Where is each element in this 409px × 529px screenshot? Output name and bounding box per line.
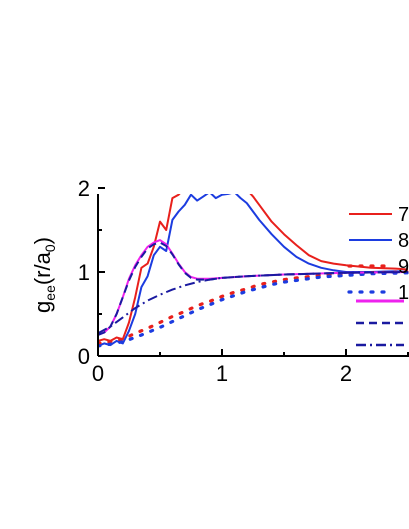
series-line-4 [98,271,409,348]
series-line-2 [98,194,409,347]
y-tick-label: 2 [78,176,90,201]
legend-label: 1 [398,282,409,304]
legend-label: 9 [398,256,409,278]
x-tick-label: 2 [340,361,352,386]
legend-layer: 7 8 9 1 [347,204,409,347]
series-line-7 [98,271,409,335]
series-layer [98,194,409,348]
axes-layer [97,194,409,357]
series-line-1 [98,194,409,342]
y-tick-label: 0 [78,344,90,369]
y-axis-label: gee(r/a0) [30,237,58,313]
legend-label: 7 [398,204,409,226]
x-tick-label: 0 [92,361,104,386]
ticks-layer: 0 1 2 0 1 2 [78,176,409,386]
legend-label: 8 [398,230,409,252]
y-tick-label: 1 [78,260,90,285]
series-line-6 [98,241,409,336]
x-tick-label: 1 [216,361,228,386]
series-line-3 [98,270,409,345]
